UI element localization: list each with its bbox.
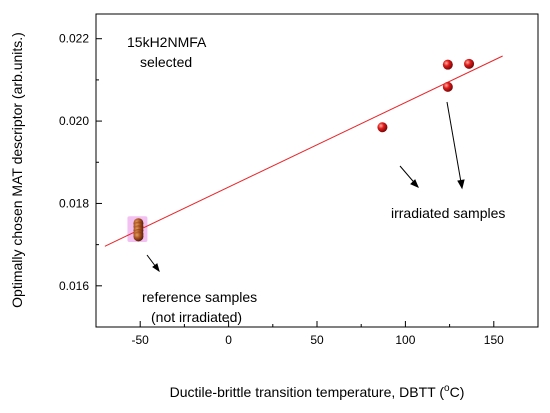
y-tick-labels: 0.016 0.018 0.020 0.022 bbox=[59, 32, 89, 293]
x-axis-label-sup: o bbox=[444, 383, 450, 394]
title-line-1: 15kH2NMFA bbox=[127, 34, 207, 50]
x-axis-label-end: C) bbox=[450, 384, 465, 400]
fit-line bbox=[104, 55, 503, 247]
arrow-irradiated-2-head bbox=[457, 179, 465, 190]
data-point bbox=[442, 81, 453, 92]
data-point bbox=[133, 231, 144, 242]
y-axis-label: Optimally chosen MAT descriptor (arb.uni… bbox=[9, 32, 25, 308]
annotation-arrows bbox=[146, 101, 465, 273]
data-points bbox=[133, 58, 475, 242]
y-tick-label: 0.020 bbox=[59, 114, 89, 128]
x-tick-label: 50 bbox=[310, 333, 324, 347]
y-tick-label: 0.016 bbox=[59, 279, 89, 293]
arrow-irradiated-2 bbox=[446, 101, 463, 189]
title-line-2: selected bbox=[140, 54, 192, 70]
irradiated-label: irradiated samples bbox=[391, 205, 505, 221]
data-point bbox=[464, 58, 475, 69]
x-tick-label: -50 bbox=[132, 333, 150, 347]
y-tick-label: 0.018 bbox=[59, 196, 89, 210]
arrow-reference-head bbox=[152, 263, 160, 273]
y-tick-label: 0.022 bbox=[59, 32, 89, 46]
data-point bbox=[377, 122, 388, 133]
x-axis-label-main: Ductile-brittle transition temperature, … bbox=[170, 384, 445, 400]
data-point bbox=[442, 59, 453, 70]
x-tick-label: 0 bbox=[225, 333, 232, 347]
reference-label-1: reference samples bbox=[142, 289, 257, 305]
arrow-irradiated-1-head bbox=[410, 179, 419, 188]
x-axis-label: Ductile-brittle transition temperature, … bbox=[170, 383, 465, 400]
reference-label-2: (not irradiated) bbox=[151, 309, 242, 325]
axis-ticks bbox=[95, 38, 539, 328]
x-tick-label: 150 bbox=[484, 333, 504, 347]
x-tick-label: 100 bbox=[395, 333, 415, 347]
x-tick-labels: -50 0 50 100 150 bbox=[132, 333, 505, 347]
